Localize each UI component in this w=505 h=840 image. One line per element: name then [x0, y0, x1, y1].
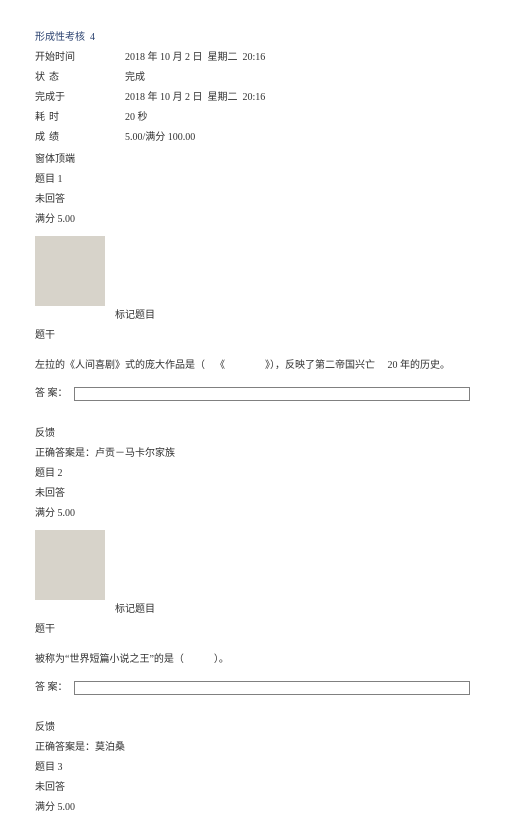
question-stem: 被称为“世界短篇小说之王”的是（ ）。	[35, 652, 470, 668]
flag-row[interactable]: 标记题目	[35, 308, 470, 324]
stem-label: 题干	[35, 328, 470, 344]
question-unanswered: 未回答	[35, 780, 470, 796]
answer-label: 答 案：	[35, 680, 68, 696]
feedback-label: 反馈	[35, 720, 470, 736]
meta-value-time: 20 秒	[125, 110, 148, 126]
answer-row: 答 案：	[35, 386, 470, 402]
question-number: 题目 2	[35, 466, 470, 482]
meta-label-grade: 成绩	[35, 130, 125, 146]
stem-label: 题干	[35, 622, 470, 638]
flag-row[interactable]: 标记题目	[35, 602, 470, 618]
question-number: 题目 1	[35, 172, 470, 188]
meta-block: 开始时间 2018 年 10 月 2 日 星期二 20:16 状态 完成 完成于…	[35, 50, 470, 146]
feedback-text: 正确答案是：莫泊桑	[35, 740, 470, 756]
question-stem: 左拉的《人间喜剧》式的庞大作品是（ 《 》），反映了第二帝国兴亡 20 年的历史…	[35, 358, 470, 374]
question-score: 满分 5.00	[35, 800, 470, 816]
meta-row: 状态 完成	[35, 70, 470, 86]
page-title: 形成性考核 4	[35, 30, 470, 46]
answer-label: 答 案：	[35, 386, 68, 402]
feedback-text: 正确答案是：卢贡－马卡尔家族	[35, 446, 470, 462]
question-score: 满分 5.00	[35, 506, 470, 522]
meta-label-start: 开始时间	[35, 50, 125, 66]
question-number: 题目 3	[35, 760, 470, 776]
question-unanswered: 未回答	[35, 486, 470, 502]
answer-row: 答 案：	[35, 680, 470, 696]
answer-input[interactable]	[74, 387, 471, 401]
meta-value-grade: 5.00/满分 100.00	[125, 130, 195, 146]
flag-label: 标记题目	[115, 308, 155, 324]
answer-input[interactable]	[74, 681, 471, 695]
feedback-label: 反馈	[35, 426, 470, 442]
meta-label-finish: 完成于	[35, 90, 125, 106]
meta-row: 开始时间 2018 年 10 月 2 日 星期二 20:16	[35, 50, 470, 66]
flag-label: 标记题目	[115, 602, 155, 618]
meta-row: 完成于 2018 年 10 月 2 日 星期二 20:16	[35, 90, 470, 106]
meta-label-time: 耗时	[35, 110, 125, 126]
meta-value-status: 完成	[125, 70, 145, 86]
meta-row: 成绩 5.00/满分 100.00	[35, 130, 470, 146]
question-score: 满分 5.00	[35, 212, 470, 228]
meta-row: 耗时 20 秒	[35, 110, 470, 126]
question-unanswered: 未回答	[35, 192, 470, 208]
meta-value-start: 2018 年 10 月 2 日 星期二 20:16	[125, 50, 265, 66]
placeholder-icon	[35, 236, 105, 306]
meta-label-status: 状态	[35, 70, 125, 86]
meta-value-finish: 2018 年 10 月 2 日 星期二 20:16	[125, 90, 265, 106]
placeholder-icon	[35, 530, 105, 600]
form-top-label: 窗体顶端	[35, 152, 470, 168]
